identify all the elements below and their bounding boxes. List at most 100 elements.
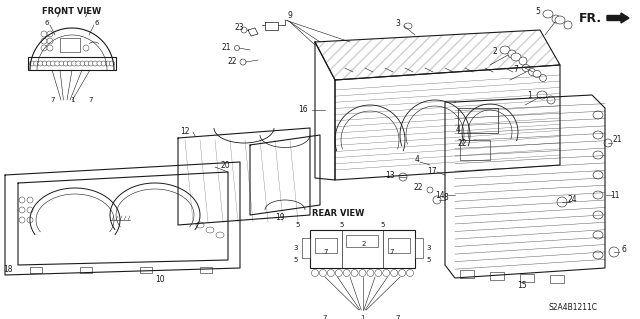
- Ellipse shape: [537, 91, 547, 99]
- Text: 21: 21: [221, 43, 231, 53]
- Text: 7: 7: [323, 315, 327, 319]
- Text: 24: 24: [567, 196, 577, 204]
- Ellipse shape: [511, 53, 521, 61]
- Text: 19: 19: [275, 213, 285, 222]
- Ellipse shape: [59, 61, 64, 66]
- Text: 7: 7: [56, 12, 60, 18]
- Bar: [60, 38, 80, 52]
- Text: S2A4B1211C: S2A4B1211C: [548, 303, 598, 313]
- Ellipse shape: [42, 61, 47, 66]
- Ellipse shape: [593, 131, 603, 139]
- Ellipse shape: [557, 197, 567, 207]
- Text: 6: 6: [45, 20, 49, 26]
- Ellipse shape: [216, 232, 224, 238]
- Ellipse shape: [383, 270, 390, 277]
- Bar: [460, 140, 490, 160]
- Ellipse shape: [593, 171, 603, 179]
- Text: 1: 1: [360, 315, 364, 319]
- Ellipse shape: [593, 231, 603, 239]
- Ellipse shape: [472, 140, 478, 146]
- Ellipse shape: [609, 247, 619, 257]
- Ellipse shape: [547, 96, 555, 104]
- Ellipse shape: [335, 270, 342, 277]
- Ellipse shape: [27, 217, 33, 223]
- Ellipse shape: [593, 111, 603, 119]
- Text: 7: 7: [51, 97, 55, 103]
- Ellipse shape: [51, 61, 56, 66]
- Ellipse shape: [319, 270, 326, 277]
- Text: 6: 6: [621, 246, 627, 255]
- Text: 15: 15: [517, 280, 527, 290]
- Ellipse shape: [196, 222, 204, 228]
- Text: 5: 5: [381, 222, 385, 228]
- Text: 7: 7: [89, 97, 93, 103]
- Text: 10: 10: [155, 276, 165, 285]
- Text: 4: 4: [456, 125, 460, 135]
- Text: 20: 20: [220, 160, 230, 169]
- Text: 3: 3: [396, 19, 401, 28]
- Ellipse shape: [593, 251, 603, 259]
- Text: 23: 23: [234, 24, 244, 33]
- Ellipse shape: [93, 61, 98, 66]
- Ellipse shape: [41, 45, 47, 51]
- Text: 12: 12: [180, 128, 189, 137]
- Ellipse shape: [29, 61, 35, 66]
- Ellipse shape: [427, 187, 433, 193]
- Ellipse shape: [564, 21, 572, 29]
- Bar: [346, 235, 378, 247]
- Ellipse shape: [101, 61, 106, 66]
- Ellipse shape: [19, 207, 25, 213]
- Ellipse shape: [88, 61, 93, 66]
- Ellipse shape: [19, 197, 25, 203]
- Ellipse shape: [522, 64, 530, 71]
- Bar: [315, 238, 337, 253]
- Ellipse shape: [343, 270, 350, 277]
- Text: 1: 1: [527, 91, 532, 100]
- Ellipse shape: [234, 46, 239, 50]
- Bar: [30, 267, 42, 273]
- Ellipse shape: [533, 70, 541, 78]
- Ellipse shape: [593, 151, 603, 159]
- Bar: [302, 238, 310, 258]
- Ellipse shape: [27, 207, 33, 213]
- Ellipse shape: [593, 191, 603, 199]
- Ellipse shape: [327, 270, 334, 277]
- Ellipse shape: [27, 197, 33, 203]
- Ellipse shape: [46, 61, 51, 66]
- Ellipse shape: [38, 61, 43, 66]
- Ellipse shape: [390, 270, 397, 277]
- Ellipse shape: [399, 270, 406, 277]
- Text: 2: 2: [493, 48, 497, 56]
- Ellipse shape: [19, 217, 25, 223]
- Ellipse shape: [508, 50, 516, 58]
- Text: 11: 11: [611, 190, 620, 199]
- Ellipse shape: [593, 211, 603, 219]
- Ellipse shape: [543, 10, 553, 18]
- Ellipse shape: [55, 61, 60, 66]
- Text: REAR VIEW: REAR VIEW: [312, 209, 364, 218]
- Bar: [490, 272, 504, 280]
- Text: 5: 5: [427, 257, 431, 263]
- Text: 2: 2: [362, 241, 366, 247]
- Bar: [415, 238, 423, 258]
- Ellipse shape: [109, 61, 115, 66]
- Ellipse shape: [500, 46, 510, 54]
- Text: 13: 13: [385, 170, 395, 180]
- Ellipse shape: [241, 27, 247, 33]
- Ellipse shape: [404, 23, 412, 29]
- Ellipse shape: [41, 38, 47, 44]
- Ellipse shape: [399, 173, 407, 181]
- Ellipse shape: [519, 57, 527, 65]
- Text: 8: 8: [444, 194, 449, 203]
- Ellipse shape: [34, 61, 38, 66]
- Ellipse shape: [540, 75, 547, 81]
- Bar: [388, 238, 410, 253]
- Text: 21: 21: [612, 136, 621, 145]
- Ellipse shape: [206, 227, 214, 233]
- Ellipse shape: [63, 61, 68, 66]
- Text: 4: 4: [415, 155, 419, 165]
- Ellipse shape: [47, 31, 53, 37]
- Text: 22: 22: [457, 138, 467, 147]
- Text: 1: 1: [70, 97, 74, 103]
- Text: 3: 3: [427, 245, 431, 251]
